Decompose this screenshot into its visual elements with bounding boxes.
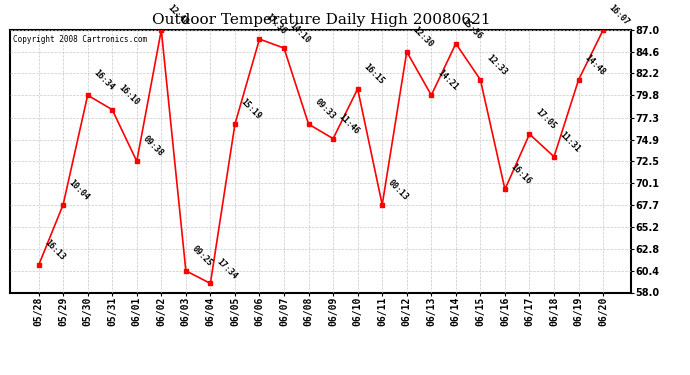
Text: 17:05: 17:05 <box>533 107 558 131</box>
Text: 17:34: 17:34 <box>215 256 239 280</box>
Text: 15:19: 15:19 <box>239 98 263 122</box>
Title: Outdoor Temperature Daily High 20080621: Outdoor Temperature Daily High 20080621 <box>152 13 490 27</box>
Text: 17:36: 17:36 <box>264 12 288 36</box>
Text: 16:10: 16:10 <box>117 83 141 107</box>
Text: 12:30: 12:30 <box>411 25 435 49</box>
Text: 12:48: 12:48 <box>166 3 190 27</box>
Text: 15:36: 15:36 <box>460 17 484 41</box>
Text: 00:13: 00:13 <box>386 178 411 202</box>
Text: 16:16: 16:16 <box>509 162 533 186</box>
Text: 16:07: 16:07 <box>607 3 631 27</box>
Text: Copyright 2008 Cartronics.com: Copyright 2008 Cartronics.com <box>14 35 148 44</box>
Text: 11:46: 11:46 <box>337 112 362 136</box>
Text: 14:21: 14:21 <box>435 68 460 92</box>
Text: 12:33: 12:33 <box>484 53 509 77</box>
Text: 10:04: 10:04 <box>68 178 91 202</box>
Text: 16:15: 16:15 <box>362 62 386 86</box>
Text: 16:34: 16:34 <box>92 68 116 92</box>
Text: 09:25: 09:25 <box>190 244 214 268</box>
Text: 09:38: 09:38 <box>141 134 165 159</box>
Text: 14:10: 14:10 <box>288 21 313 45</box>
Text: 16:13: 16:13 <box>43 238 67 262</box>
Text: 14:48: 14:48 <box>583 53 607 77</box>
Text: 09:33: 09:33 <box>313 98 337 122</box>
Text: 11:31: 11:31 <box>558 130 582 154</box>
